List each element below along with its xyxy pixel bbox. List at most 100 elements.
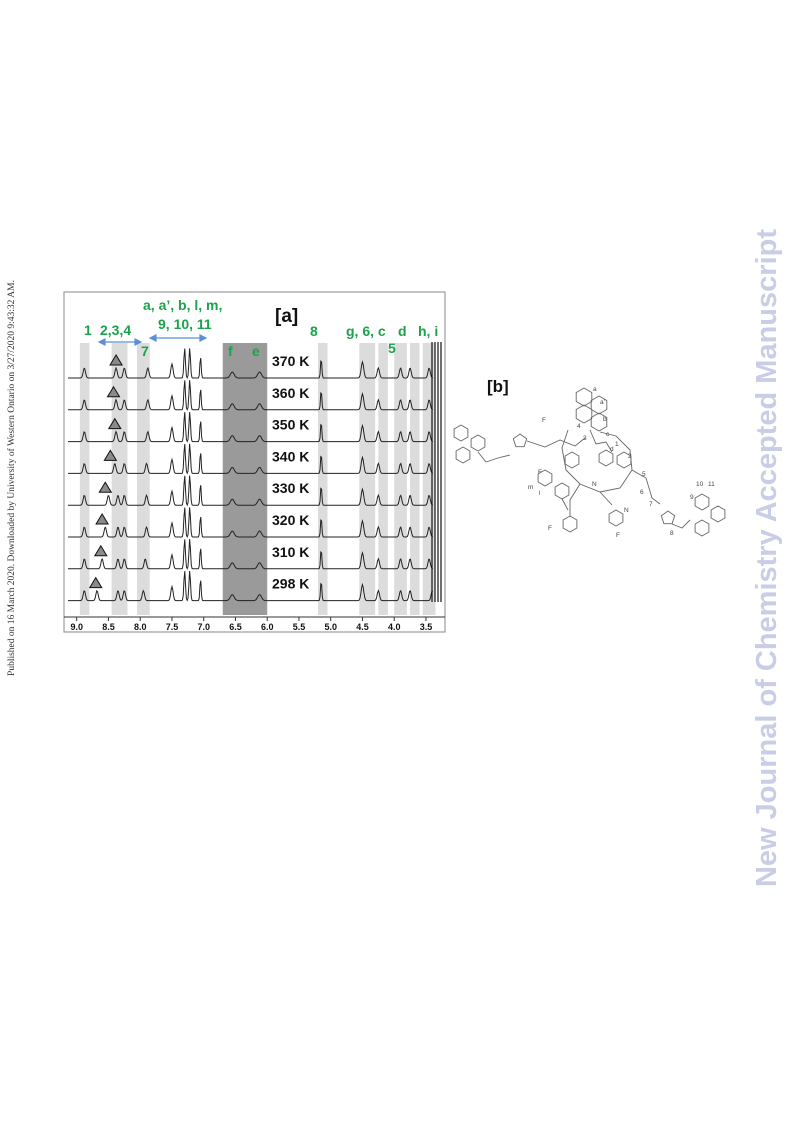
shaded-regions — [79, 343, 436, 615]
shade-region-9 — [422, 343, 436, 615]
peak-label-aromatic-2: 9, 10, 11 — [158, 316, 212, 332]
x-tick-label-9: 4.5 — [356, 622, 369, 632]
x-tick-label-5: 6.5 — [229, 622, 242, 632]
ring-fluorophenyl-4 — [608, 509, 624, 527]
ring-naphthalene-1 — [575, 387, 593, 407]
x-tick-label-10: 4.0 — [388, 622, 401, 632]
atom-label-4: d — [610, 446, 614, 453]
arrow-aromatic-left-head — [148, 334, 157, 342]
ring-naphthalene-4 — [590, 412, 608, 432]
molecular-structure: aa’ b c d1 2 34 5 67 8 910 11 lm F F F F N N — [453, 386, 726, 539]
shade-region-6 — [378, 343, 388, 615]
atom-label-6: 2 — [628, 453, 632, 460]
triangle-marker-1 — [106, 385, 121, 398]
shade-region-2 — [137, 343, 150, 615]
temp-label-5: 320 K — [272, 512, 309, 528]
macrocycle — [561, 429, 633, 493]
x-tick-label-7: 5.5 — [293, 622, 306, 632]
shade-region-0 — [79, 343, 90, 615]
triangle-marker-3 — [103, 449, 118, 461]
ring-fluorophenyl-2 — [554, 482, 570, 500]
atom-label-5: 1 — [615, 441, 619, 448]
shade-region-8 — [410, 343, 420, 615]
ring-trityl-right-1 — [694, 493, 710, 511]
peak-label-f: f — [228, 343, 233, 359]
spectra — [68, 348, 434, 602]
ring-triazole-left — [512, 433, 528, 448]
ring-trityl-left-1 — [453, 424, 469, 442]
peak-label-d: d — [398, 323, 407, 339]
atom-label-9: 5 — [642, 471, 646, 478]
temp-label-1: 360 K — [272, 385, 309, 401]
x-ticks: 9.0 8.5 8.0 7.5 7.0 6.5 6.0 5.5 5.0 4.5 4.0 3.5 — [70, 617, 432, 632]
temp-label-0: 370 K — [272, 353, 309, 369]
peak-label-g6c: g, 6, c — [346, 323, 386, 339]
peak-label-e: e — [252, 343, 260, 359]
ring-macro-3 — [616, 451, 632, 469]
triangle-marker-0 — [109, 354, 123, 366]
temp-label-3: 340 K — [272, 448, 309, 464]
atom-label-17: m — [528, 484, 533, 491]
shade-region-7 — [394, 343, 407, 615]
temp-label-7: 298 K — [272, 576, 309, 592]
bond-1 — [561, 498, 569, 511]
atom-label-19: F — [548, 525, 552, 532]
ring-fluorophenyl-1 — [537, 469, 553, 487]
atom-label-14: 10 — [696, 481, 704, 488]
panel-a-label: [a] — [275, 306, 298, 327]
peak-label-aromatic-1: a, a’, b, l, m, — [143, 297, 222, 313]
spectrum-298-K — [68, 570, 434, 602]
atom-label-21: F — [542, 417, 546, 424]
ring-trityl-right-3 — [694, 519, 710, 537]
shade-region-1 — [111, 343, 128, 615]
ring-triazole-right — [660, 510, 676, 525]
ring-fluorophenyl-3 — [562, 515, 578, 533]
atom-label-16: l — [539, 490, 541, 497]
chain-right-linker — [631, 469, 661, 505]
triangle-markers — [88, 354, 123, 589]
bond-2 — [599, 491, 613, 506]
temp-label-6: 310 K — [272, 544, 309, 560]
peak-label-8: 8 — [310, 323, 318, 339]
triangle-marker-6 — [93, 544, 108, 557]
x-tick-label-0: 9.0 — [70, 622, 83, 632]
atom-label-2: b — [603, 416, 607, 423]
x-tick-label-3: 7.5 — [166, 622, 179, 632]
shade-region-4 — [318, 343, 328, 615]
x-tick-label-8: 5.0 — [324, 622, 337, 632]
shade-region-5 — [359, 343, 376, 615]
chain-right-ester — [671, 519, 691, 529]
x-tick-label-2: 8.0 — [134, 622, 147, 632]
atom-label-1: a’ — [600, 399, 606, 406]
ring-naphthalene-3 — [590, 395, 608, 415]
atom-label-3: c — [606, 431, 610, 438]
arrow-234-right-head — [134, 338, 143, 346]
triangle-marker-4 — [98, 481, 113, 493]
peak-label-1: 1 — [84, 322, 92, 338]
spectrum-340-K — [68, 443, 433, 475]
atom-label-18: F — [538, 469, 542, 476]
atom-label-11: 7 — [649, 501, 653, 508]
atom-label-8: 4 — [577, 423, 581, 430]
spectrum-310-K — [68, 539, 433, 570]
ring-trityl-right-2 — [710, 505, 726, 523]
spectrum-370-K — [68, 348, 433, 380]
triangle-marker-5 — [95, 513, 109, 525]
atom-label-0: a — [593, 386, 597, 393]
atom-label-22: N — [592, 481, 597, 488]
x-tick-label-6: 6.0 — [261, 622, 274, 632]
spectrum-320-K — [68, 507, 433, 539]
chain-left-ester — [477, 451, 511, 463]
atom-label-13: 9 — [690, 494, 694, 501]
peak-label-234: 2,3,4 — [100, 322, 131, 338]
atom-label-10: 6 — [640, 489, 644, 496]
atom-label-15: 11 — [708, 481, 715, 488]
ring-trityl-left-3 — [455, 446, 471, 464]
ring-trityl-left-2 — [470, 434, 486, 452]
solvent-peak — [431, 342, 442, 602]
bond-3 — [569, 483, 581, 516]
x-tick-label-4: 7.0 — [197, 622, 210, 632]
chain-c-d — [589, 429, 613, 453]
atom-label-23: N — [624, 507, 629, 514]
